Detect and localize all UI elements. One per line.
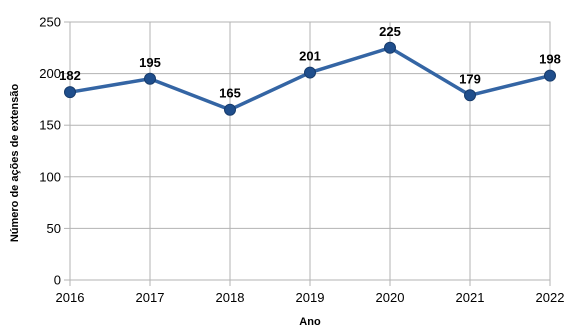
data-label: 182 bbox=[59, 68, 81, 83]
data-point bbox=[544, 69, 556, 82]
y-tick-label: 50 bbox=[47, 221, 61, 236]
data-label: 225 bbox=[379, 24, 401, 39]
x-tick-label: 2017 bbox=[136, 290, 165, 305]
data-label: 165 bbox=[219, 86, 241, 101]
data-point bbox=[224, 103, 236, 116]
x-tick-label: 2019 bbox=[296, 290, 325, 305]
data-point bbox=[64, 86, 76, 99]
x-tick-label: 2020 bbox=[376, 290, 405, 305]
x-tick-label: 2016 bbox=[56, 290, 85, 305]
y-tick-label: 150 bbox=[39, 118, 61, 133]
y-axis-ticks: 0 50 100 150 200 250 bbox=[39, 15, 70, 288]
y-tick-label: 250 bbox=[39, 15, 61, 30]
x-axis-title: Ano bbox=[299, 316, 321, 325]
data-label: 201 bbox=[299, 49, 321, 64]
y-axis-title: Número de ações de extensão bbox=[9, 84, 21, 243]
y-tick-label: 200 bbox=[39, 66, 61, 81]
data-point bbox=[464, 89, 476, 102]
x-tick-label: 2022 bbox=[536, 290, 565, 305]
data-label: 195 bbox=[139, 55, 161, 70]
x-tick-label: 2018 bbox=[216, 290, 245, 305]
x-tick-label: 2021 bbox=[456, 290, 485, 305]
data-labels: 182 195 165 201 225 179 198 bbox=[59, 24, 561, 101]
data-label: 179 bbox=[459, 71, 481, 86]
series-group bbox=[64, 41, 556, 116]
x-axis-ticks: 2016 2017 2018 2019 2020 2021 2022 bbox=[56, 280, 565, 305]
y-tick-label: 0 bbox=[54, 273, 61, 288]
data-label: 198 bbox=[539, 52, 561, 67]
data-point bbox=[384, 41, 396, 54]
y-tick-label: 100 bbox=[39, 169, 61, 184]
data-point bbox=[144, 72, 156, 85]
data-point bbox=[304, 66, 316, 79]
